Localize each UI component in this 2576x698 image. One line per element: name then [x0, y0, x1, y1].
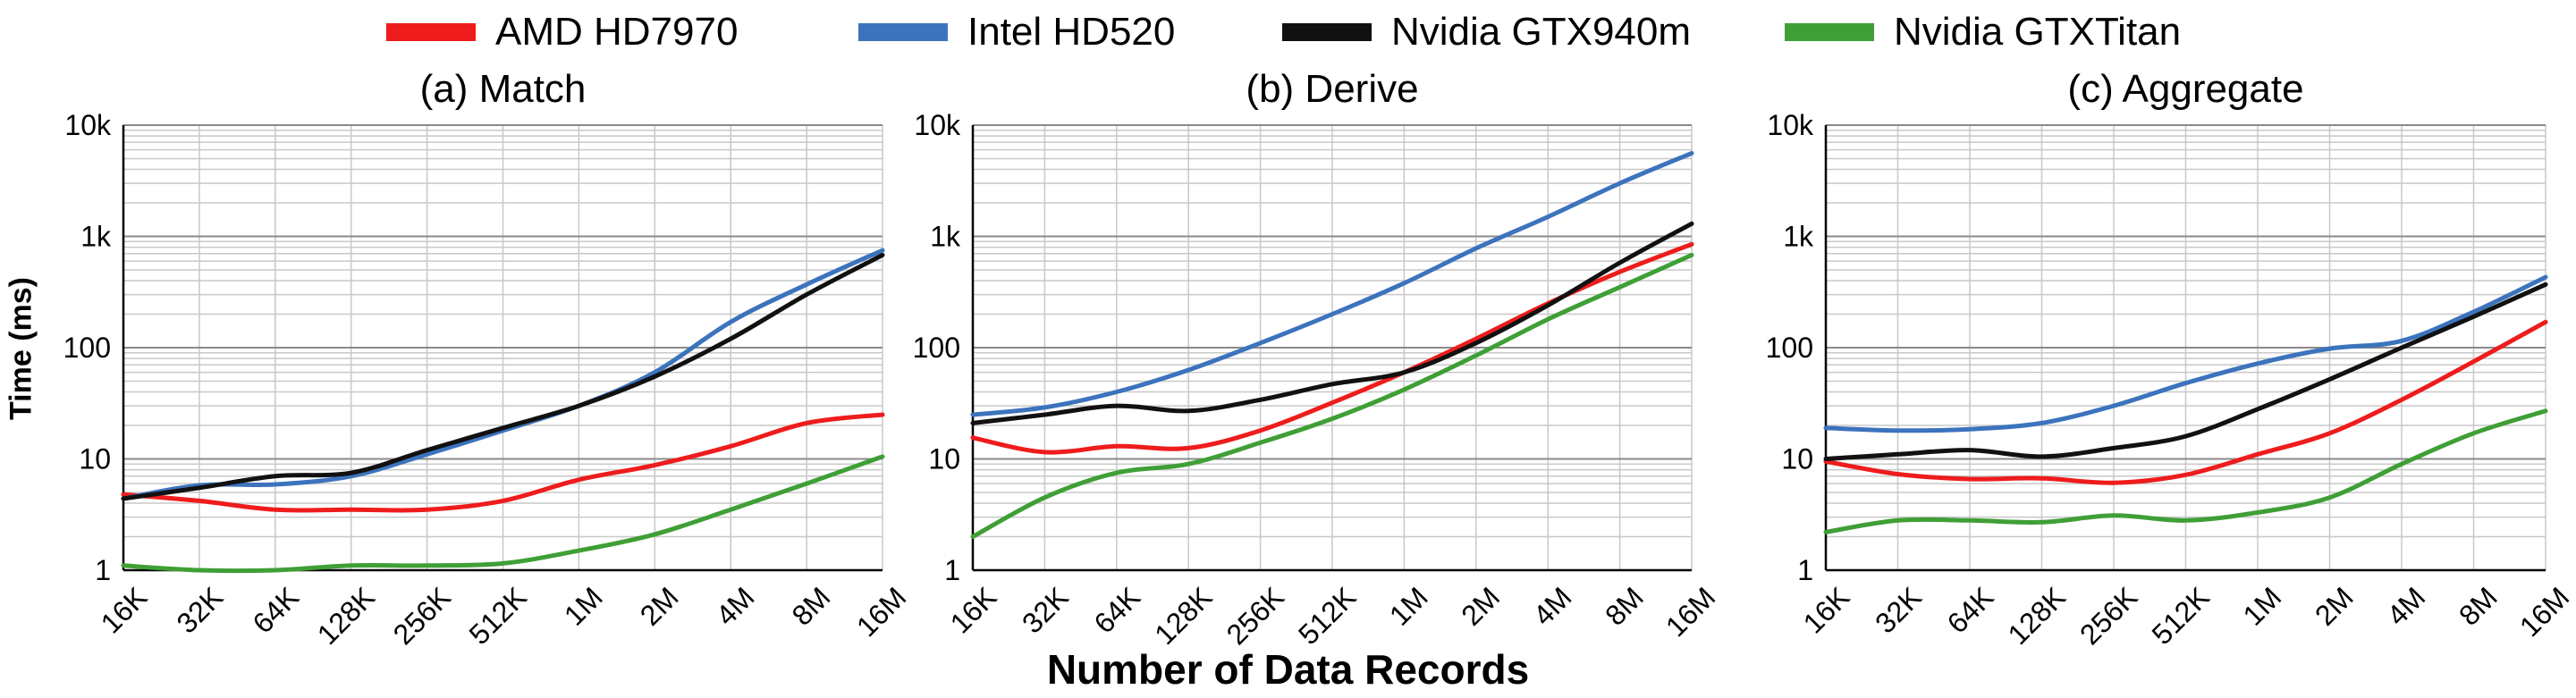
legend-label-amd: AMD HD7970 — [495, 10, 739, 54]
legend-swatch-gtxtitan — [1785, 23, 1874, 41]
x-tick-label: 128K — [1148, 581, 1218, 651]
series-line-nvidia-gtxtitan — [970, 252, 1694, 539]
series-line-nvidia-gtxtitan — [121, 454, 885, 574]
x-tick-label: 32K — [1016, 581, 1075, 640]
legend: AMD HD7970 Intel HD520 Nvidia GTX940m Nv… — [0, 5, 2576, 59]
x-tick-label: 1M — [1383, 581, 1434, 632]
y-tick-label: 100 — [1766, 332, 1813, 364]
x-tick-label: 32K — [171, 581, 230, 640]
y-tick-label: 1k — [80, 221, 112, 253]
x-tick-label: 16K — [944, 581, 1003, 640]
x-tick-label: 256K — [387, 581, 457, 651]
x-tick-label: 64K — [1087, 581, 1146, 640]
legend-item-amd: AMD HD7970 — [386, 5, 738, 59]
x-tick-label: 16M — [2513, 581, 2575, 643]
x-tick-label: 1M — [558, 581, 609, 632]
x-tick-label: 4M — [1527, 581, 1578, 632]
chart-title: (a) Match — [420, 67, 587, 111]
x-tick-label: 16M — [1660, 581, 1721, 643]
x-tick-label: 16K — [1797, 581, 1856, 640]
series-line-intel-hd520 — [1823, 274, 2548, 433]
series-line-nvidia-gtx940m — [121, 252, 885, 501]
legend-item-gtxtitan: Nvidia GTXTitan — [1785, 5, 2181, 59]
y-tick-label: 100 — [913, 332, 960, 364]
y-tick-label: 10k — [914, 109, 961, 141]
x-tick-label: 16M — [850, 581, 912, 643]
y-tick-label: 1 — [95, 554, 111, 586]
x-tick-label: 32K — [1869, 581, 1928, 640]
x-axis-label: Number of Data Records — [1046, 646, 1530, 693]
x-tick-label: 8M — [2453, 581, 2504, 632]
y-tick-label: 1 — [944, 554, 960, 586]
series-line-amd-hd7970 — [121, 412, 885, 513]
series-line-intel-hd520 — [121, 248, 885, 501]
x-tick-label: 16K — [95, 581, 154, 640]
x-tick-label: 8M — [786, 581, 837, 632]
chart-title: (c) Aggregate — [2067, 67, 2303, 111]
legend-item-intel: Intel HD520 — [858, 5, 1175, 59]
x-tick-label: 64K — [246, 581, 305, 640]
chart-title: (b) Derive — [1246, 67, 1418, 111]
chart-panel-1: (a) Match 1 10 100 1k 10k 16K 32K 64K 128K 256K 512… — [63, 67, 913, 651]
legend-swatch-amd — [386, 23, 476, 41]
legend-swatch-gtx940m — [1282, 23, 1372, 41]
y-tick-label: 100 — [63, 332, 111, 364]
y-tick-label: 1 — [1797, 554, 1813, 586]
y-tick-label: 10k — [64, 109, 112, 141]
legend-label-gtxtitan: Nvidia GTXTitan — [1894, 10, 2182, 54]
x-tick-label: 256K — [2073, 581, 2143, 651]
x-tick-label: 1M — [2236, 581, 2287, 632]
x-tick-label: 128K — [311, 581, 381, 651]
y-tick-label: 10k — [1767, 109, 1814, 141]
series-line-nvidia-gtxtitan — [1823, 408, 2548, 534]
x-tick-label: 128K — [2002, 581, 2072, 651]
y-tick-label: 10 — [928, 443, 960, 475]
series-line-intel-hd520 — [970, 150, 1694, 417]
chart-panel-2: (b) Derive 1 10 100 1k 10k 16K 32K 64K 128K 256K 51… — [913, 67, 1722, 651]
legend-label-gtx940m: Nvidia GTX940m — [1391, 10, 1692, 54]
x-tick-label: 2M — [634, 581, 685, 632]
x-tick-label: 64K — [1941, 581, 2000, 640]
x-tick-label: 8M — [1599, 581, 1650, 632]
legend-item-gtx940m: Nvidia GTX940m — [1282, 5, 1691, 59]
x-tick-label: 4M — [710, 581, 761, 632]
chart-panel-3: (c) Aggregate 1 10 100 1k 10k 16K 32K 64K 128K 256… — [1766, 67, 2576, 651]
y-tick-label: 10 — [1781, 443, 1813, 475]
legend-label-intel: Intel HD520 — [967, 10, 1176, 54]
x-tick-label: 4M — [2380, 581, 2431, 632]
y-tick-label: 1k — [930, 221, 961, 253]
legend-swatch-intel — [858, 23, 948, 41]
y-tick-label: 10 — [79, 443, 111, 475]
series-line-nvidia-gtx940m — [970, 221, 1694, 425]
x-tick-label: 2M — [2309, 581, 2360, 632]
x-tick-label: 512K — [2146, 581, 2216, 651]
x-tick-label: 256K — [1220, 581, 1290, 651]
x-tick-label: 512K — [1292, 581, 1362, 651]
x-tick-label: 512K — [463, 581, 533, 651]
x-tick-label: 2M — [1455, 581, 1506, 632]
series-line-nvidia-gtx940m — [1823, 282, 2548, 461]
y-axis-label: Time (ms) — [4, 277, 38, 420]
series-line-amd-hd7970 — [1823, 319, 2548, 485]
y-tick-label: 1k — [1783, 221, 1814, 253]
